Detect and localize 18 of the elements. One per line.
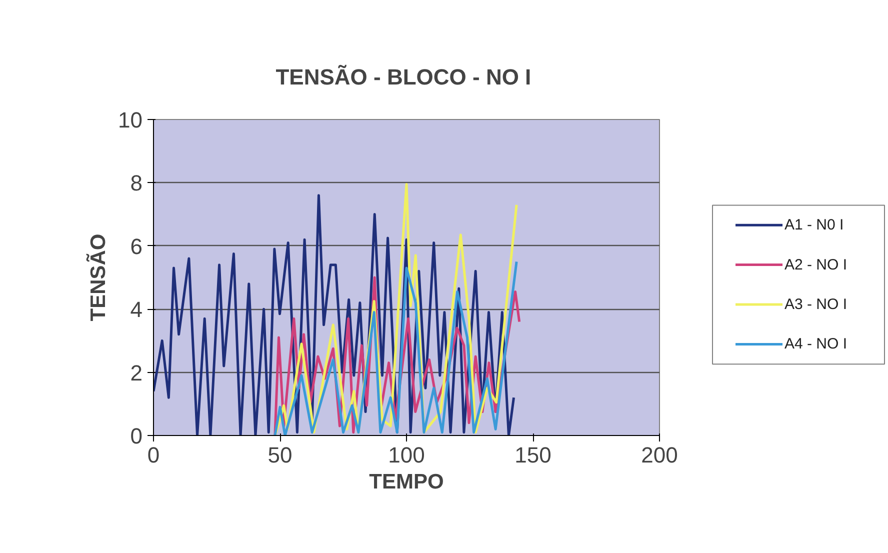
y-tick-label: 8 <box>130 170 143 196</box>
y-tick-label: 6 <box>130 234 143 259</box>
y-axis-title: TENSÃO <box>86 234 110 322</box>
legend-label: A2 - NO I <box>784 256 848 274</box>
x-tick-label: 50 <box>268 442 292 468</box>
y-tick-label: 10 <box>118 108 143 132</box>
x-tick-label: 150 <box>514 442 552 468</box>
chart-title: TENSÃO - BLOCO - NO I <box>276 64 532 90</box>
x-tick-label: 0 <box>147 442 160 468</box>
y-tick-label: 4 <box>130 297 143 322</box>
x-tick-label: 100 <box>388 442 425 468</box>
x-axis-title: TEMPO <box>369 470 444 494</box>
x-tick-label: 200 <box>641 442 678 468</box>
y-tick-label: 2 <box>130 360 143 386</box>
y-tick-label: 0 <box>130 424 143 448</box>
legend-label: A4 - NO I <box>784 336 848 353</box>
legend-label: A3 - NO I <box>784 296 848 313</box>
legend-label: A1 - N0 I <box>784 216 844 234</box>
